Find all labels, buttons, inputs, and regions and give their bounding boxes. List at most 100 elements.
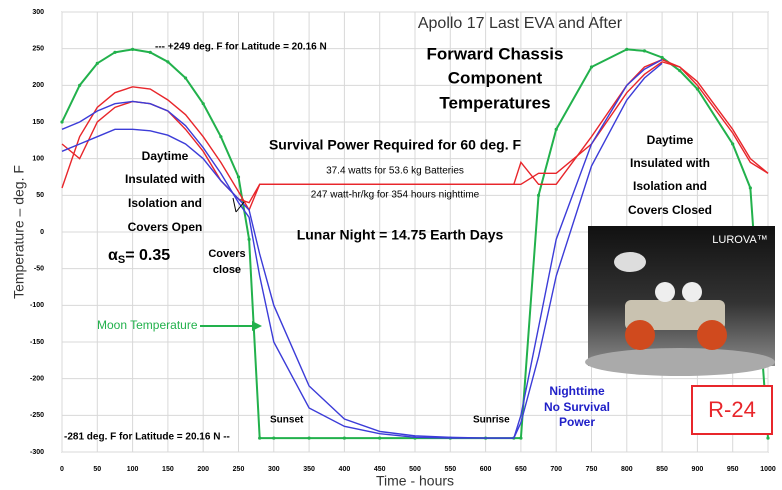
- annotation: -281 deg. F for Latitude = 20.16 N --: [64, 432, 230, 443]
- annotation: Nighttime: [549, 384, 605, 398]
- legend-label: Moon Temperature: [97, 318, 198, 332]
- y-axis-label: Temperature – deg. F: [11, 165, 27, 299]
- x-tick-label: 450: [374, 466, 386, 473]
- x-tick-label: 550: [444, 466, 456, 473]
- badge: R-24: [708, 397, 756, 422]
- annotation: Insulated with: [125, 172, 205, 186]
- point: [96, 62, 99, 65]
- x-tick-label: 350: [303, 466, 315, 473]
- y-tick-label: 200: [32, 82, 44, 89]
- point: [555, 128, 558, 131]
- y-tick-label: -250: [30, 412, 44, 419]
- wheel: [625, 320, 655, 350]
- annotation: No Survival: [544, 400, 610, 414]
- point: [166, 60, 169, 63]
- point: [60, 120, 63, 123]
- x-tick-label: 1000: [760, 466, 776, 473]
- point: [378, 436, 381, 439]
- point: [219, 135, 222, 138]
- x-tick-label: 150: [162, 466, 174, 473]
- annotation: Covers Closed: [628, 203, 712, 217]
- point: [643, 49, 646, 52]
- antenna: [614, 252, 646, 272]
- annotation: close: [213, 264, 241, 276]
- point: [272, 436, 275, 439]
- subtitle: Temperatures: [439, 93, 550, 112]
- x-axis-label: Time - hours: [376, 473, 454, 489]
- point: [731, 142, 734, 145]
- point: [678, 69, 681, 72]
- annotation: Daytime: [647, 133, 694, 147]
- x-tick-label: 50: [93, 466, 101, 473]
- annotation: Isolation and: [128, 196, 202, 210]
- x-tick-label: 0: [60, 466, 64, 473]
- x-tick-label: 250: [233, 466, 245, 473]
- subtitle: Forward Chassis: [427, 44, 564, 63]
- y-tick-label: 100: [32, 156, 44, 163]
- x-tick-label: 850: [656, 466, 668, 473]
- y-tick-label: -150: [30, 339, 44, 346]
- rover-image: LUROVA™: [585, 226, 775, 376]
- y-tick-label: 50: [36, 192, 44, 199]
- annotation: Daytime: [142, 149, 189, 163]
- x-tick-label: 100: [127, 466, 139, 473]
- annotation: Covers: [208, 248, 245, 260]
- y-tick-label: -50: [34, 266, 44, 273]
- annotation: Power: [559, 415, 595, 429]
- point: [749, 186, 752, 189]
- x-tick-label: 650: [515, 466, 527, 473]
- x-tick-label: 800: [621, 466, 633, 473]
- point: [149, 51, 152, 54]
- annotation: 247 watt-hr/kg for 354 hours nighttime: [311, 190, 480, 201]
- wheel: [697, 320, 727, 350]
- point: [590, 65, 593, 68]
- annotation: Lunar Night = 14.75 Earth Days: [297, 227, 504, 243]
- point: [537, 194, 540, 197]
- point: [184, 76, 187, 79]
- x-tick-label: 500: [409, 466, 421, 473]
- chart: Apollo 17 Last EVA and After Forward Cha…: [0, 0, 782, 490]
- x-tick-label: 200: [197, 466, 209, 473]
- alpha-value: = 0.35: [125, 247, 170, 264]
- point: [625, 48, 628, 51]
- x-tick-label: 950: [727, 466, 739, 473]
- annotation: 37.4 watts for 53.6 kg Batteries: [326, 166, 464, 177]
- annotation: Insulated with: [630, 156, 710, 170]
- point: [258, 436, 261, 439]
- y-tick-label: 250: [32, 46, 44, 53]
- point: [202, 102, 205, 105]
- annotation: Covers Open: [128, 220, 203, 234]
- image-bg: [588, 226, 775, 366]
- x-tick-label: 300: [268, 466, 280, 473]
- annotation: Survival Power Required for 60 deg. F: [269, 137, 522, 153]
- x-tick-label: 400: [339, 466, 351, 473]
- point: [343, 436, 346, 439]
- subtitle: Component: [448, 68, 543, 87]
- x-tick-label: 750: [586, 466, 598, 473]
- point: [519, 436, 522, 439]
- point: [766, 436, 769, 439]
- x-tick-label: 700: [550, 466, 562, 473]
- x-tick-label: 600: [480, 466, 492, 473]
- x-tick-label: 900: [692, 466, 704, 473]
- point: [247, 238, 250, 241]
- point: [237, 175, 240, 178]
- point: [113, 51, 116, 54]
- alpha-sub: S: [118, 254, 125, 266]
- annotation: Sunset: [270, 415, 304, 426]
- y-tick-label: -200: [30, 376, 44, 383]
- chart-title: Apollo 17 Last EVA and After: [418, 15, 623, 32]
- y-tick-label: 150: [32, 119, 44, 126]
- point: [78, 84, 81, 87]
- alpha: α: [108, 247, 118, 264]
- annotation: Sunrise: [473, 415, 510, 426]
- annotation: --- +249 deg. F for Latitude = 20.16 N: [155, 42, 327, 53]
- point: [308, 436, 311, 439]
- point: [131, 48, 134, 51]
- alpha-label: αS= 0.35: [108, 247, 170, 266]
- y-tick-label: 300: [32, 9, 44, 16]
- point: [661, 56, 664, 59]
- y-tick-label: 0: [40, 229, 44, 236]
- astronaut: [682, 282, 702, 302]
- ground: [585, 348, 775, 376]
